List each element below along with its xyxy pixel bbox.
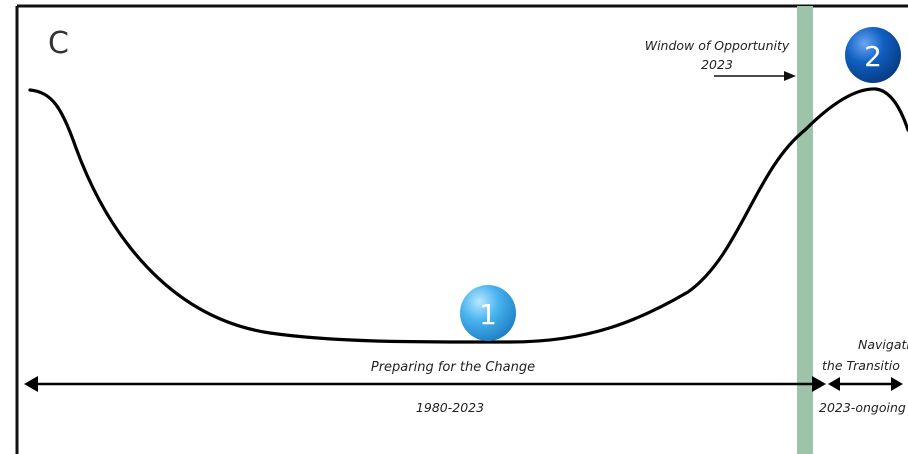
panel-letter: C xyxy=(48,26,69,61)
phase-1-period: 1980-2023 xyxy=(416,400,484,415)
window-label: Window of Opportunity xyxy=(645,38,790,53)
phase-2-timeline-arrow xyxy=(828,377,903,391)
phase-2-marker: 2 xyxy=(845,27,901,83)
phase-2-period: 2023-ongoing xyxy=(819,400,906,415)
transition-curve xyxy=(28,87,908,344)
phase-2-title-line2: the Transitio xyxy=(822,358,900,373)
phase-2-title-line1: Navigating xyxy=(858,337,908,352)
window-arrow xyxy=(714,71,796,81)
window-of-opportunity-band xyxy=(797,6,813,454)
phase-1-number: 1 xyxy=(479,298,497,331)
phase-1-title: Preparing for the Change xyxy=(371,360,535,375)
window-year: 2023 xyxy=(701,57,733,72)
phase-2-number: 2 xyxy=(864,40,882,73)
phase-1-timeline-arrow xyxy=(24,376,826,392)
phase-1-marker: 1 xyxy=(460,285,516,341)
